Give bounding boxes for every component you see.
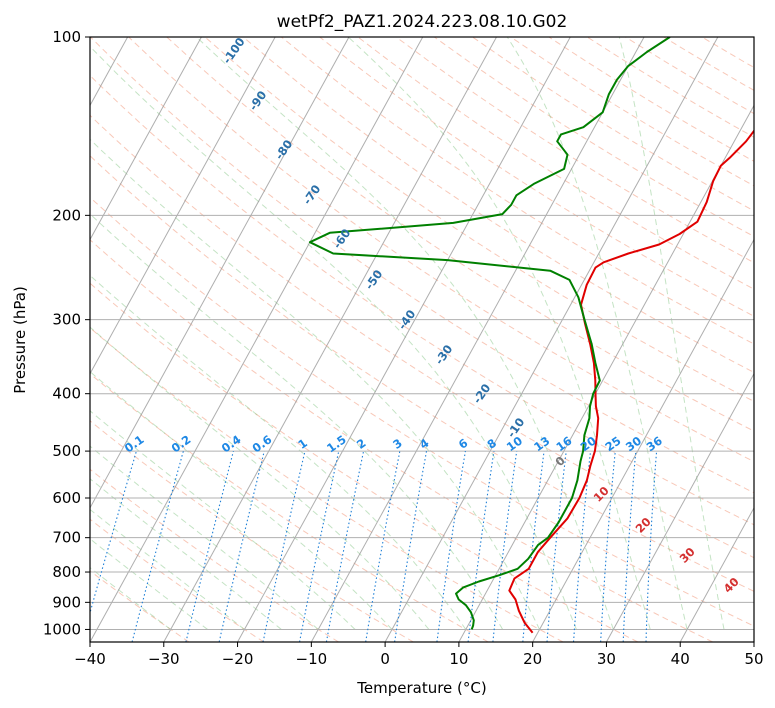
mixing-ratio-line xyxy=(90,450,137,615)
moist-adiabat xyxy=(506,37,688,630)
y-tick-label: 100 xyxy=(52,28,81,46)
moist-adiabat xyxy=(347,37,651,630)
y-tick-label: 700 xyxy=(52,529,81,547)
isotherm xyxy=(90,37,202,241)
dry-adiabat xyxy=(90,373,489,642)
mixing-ratio-line xyxy=(467,451,495,642)
mixing-ratio-line xyxy=(218,450,265,642)
y-tick-label: 1000 xyxy=(43,620,81,638)
x-tick-label: 50 xyxy=(744,650,763,668)
y-axis: 1000 900 800 700 600 500 400 300 200 100 xyxy=(43,28,90,638)
dry-adiabat xyxy=(90,196,754,627)
dry-adiabat xyxy=(90,327,564,642)
moist-adiabat xyxy=(90,410,356,630)
dry-adiabat xyxy=(204,37,754,402)
y-tick-label: 800 xyxy=(52,563,81,581)
isotherm xyxy=(679,506,754,642)
isotherm xyxy=(458,104,754,642)
mixing-ratio-line xyxy=(522,451,545,642)
moist-adiabat xyxy=(90,370,393,630)
mixing-ratio-line xyxy=(185,450,234,642)
isotherm xyxy=(310,37,645,642)
isotherm xyxy=(532,238,754,642)
dry-adiabat xyxy=(90,518,265,642)
dry-adiabat xyxy=(90,155,754,592)
moist-adiabat xyxy=(90,138,541,630)
plot-background xyxy=(90,37,754,642)
y-tick-label: 600 xyxy=(52,489,81,507)
x-tick-label: −40 xyxy=(74,650,106,668)
plot-frame xyxy=(89,36,755,643)
profile-series-0 xyxy=(508,129,754,634)
isotherm xyxy=(90,37,276,375)
dry-adiabat xyxy=(90,74,754,526)
x-tick-label: 20 xyxy=(523,650,542,668)
x-tick-label: −30 xyxy=(148,650,180,668)
y-tick-label: 400 xyxy=(52,385,81,403)
x-tick-label: −10 xyxy=(296,650,328,668)
mixing-ratio-line xyxy=(572,451,592,642)
moist-adiabat xyxy=(90,274,467,630)
isotherm xyxy=(606,372,754,642)
x-tick-label: 10 xyxy=(449,650,468,668)
chart-title: wetPf2_PAZ1.2024.223.08.10.G02 xyxy=(277,12,568,32)
dry-adiabat xyxy=(166,37,754,432)
moist-adiabat xyxy=(618,37,725,630)
dry-adiabat xyxy=(90,282,639,642)
mixing-ratio-line xyxy=(546,451,567,642)
profile-series-1 xyxy=(308,37,671,630)
x-tick-label: −20 xyxy=(222,650,254,668)
background-lines xyxy=(90,37,754,642)
x-tick-label: 40 xyxy=(671,650,690,668)
y-tick-label: 500 xyxy=(52,442,81,460)
y-tick-label: 300 xyxy=(52,311,81,329)
y-axis-label: Pressure (hPa) xyxy=(11,286,29,394)
y-tick-label: 900 xyxy=(52,593,81,611)
isotherm xyxy=(384,37,719,642)
x-axis: −40 −30 −20 −10 0 10 20 30 40 50 xyxy=(74,642,764,668)
moist-adiabat xyxy=(90,45,577,630)
y-tick-label: 200 xyxy=(52,206,81,224)
dry-adiabat xyxy=(90,468,339,642)
moist-adiabat xyxy=(90,445,319,630)
dry-adiabat xyxy=(319,37,754,317)
x-axis-label: Temperature (°C) xyxy=(356,679,486,697)
dry-adiabat xyxy=(357,37,754,290)
moist-adiabat xyxy=(90,326,430,630)
mixing-ratio-line xyxy=(262,450,306,642)
moist-adiabat xyxy=(196,37,614,630)
isotherm xyxy=(237,37,571,642)
x-tick-label: 30 xyxy=(597,650,616,668)
isotherm xyxy=(90,37,350,509)
mixing-ratio-line xyxy=(436,451,466,642)
x-tick-label: 0 xyxy=(380,650,390,668)
mixing-ratio-line xyxy=(131,450,184,642)
isotherm xyxy=(90,37,424,642)
moist-adiabat xyxy=(90,213,504,630)
dry-adiabat xyxy=(90,570,190,642)
dry-adiabat xyxy=(90,239,713,642)
mixing-ratio-line xyxy=(492,451,518,642)
isotherm xyxy=(163,37,497,642)
profile-lines xyxy=(308,37,754,634)
